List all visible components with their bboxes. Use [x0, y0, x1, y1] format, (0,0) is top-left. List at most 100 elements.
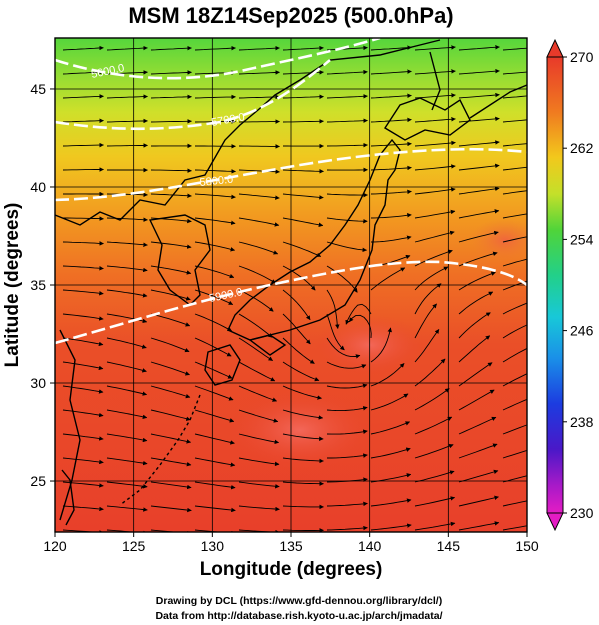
- streamline: [194, 217, 236, 225]
- streamline: [194, 265, 235, 279]
- streamline: [370, 523, 412, 531]
- coast-honshu: [227, 138, 401, 341]
- wind-streamlines: [62, 45, 527, 532]
- streamline: [282, 193, 324, 200]
- streamline: [414, 443, 454, 459]
- warm-core-south: [225, 390, 375, 470]
- streamline: [106, 361, 147, 373]
- streamline: [238, 70, 280, 75]
- streamline: [150, 217, 192, 224]
- streamline: [194, 289, 234, 306]
- streamline: [414, 249, 453, 267]
- streamline: [282, 313, 311, 345]
- streamline: [106, 457, 148, 466]
- streamline: [150, 289, 191, 301]
- streamline: [238, 313, 273, 338]
- streamline: [458, 521, 500, 531]
- streamline: [150, 313, 191, 327]
- streamline: [150, 241, 192, 249]
- streamline: [370, 473, 412, 483]
- y-tick-label: 30: [30, 375, 46, 391]
- streamline: [238, 193, 280, 200]
- streamline: [370, 69, 412, 75]
- contour-5600: [55, 38, 381, 80]
- x-tick-label: 135: [279, 538, 303, 554]
- height-contours: 5600.0 5700.0 5800.0 5900.0: [55, 38, 527, 345]
- streamline: [326, 241, 368, 253]
- streamline: [282, 385, 322, 400]
- contour-5700: [55, 59, 331, 131]
- streamline: [414, 358, 446, 387]
- streamline: [502, 500, 527, 507]
- streamline: [458, 362, 493, 387]
- coast-kuril: [469, 84, 527, 119]
- streamline: [414, 230, 455, 243]
- streamline: [502, 449, 527, 459]
- y-axis-label: Latitude (degrees): [2, 203, 23, 368]
- streamline: [150, 385, 191, 399]
- streamline: [106, 45, 148, 51]
- streamline: [238, 433, 280, 445]
- coastlines: [55, 39, 527, 526]
- streamline: [326, 289, 340, 329]
- streamline: [326, 45, 368, 51]
- streamline: [502, 324, 527, 339]
- streamline: [502, 236, 527, 243]
- streamline: [502, 525, 527, 531]
- streamline: [370, 235, 412, 243]
- streamline: [150, 119, 192, 124]
- streamline: [370, 447, 411, 459]
- streamline: [106, 118, 148, 124]
- streamline: [414, 209, 456, 219]
- streamline: [150, 265, 192, 275]
- streamline: [370, 327, 392, 363]
- x-tick-label: 140: [358, 538, 382, 554]
- streamline: [106, 143, 148, 148]
- y-tick-label: 40: [30, 179, 46, 195]
- streamline: [458, 209, 500, 219]
- streamline: [370, 93, 412, 99]
- streamline: [150, 505, 192, 513]
- streamline: [150, 361, 190, 376]
- streamline: [370, 165, 412, 171]
- streamline: [458, 443, 498, 459]
- x-tick-label: 150: [515, 538, 539, 554]
- x-tick-label: 125: [122, 538, 146, 554]
- streamline: [414, 303, 437, 339]
- streamline: [326, 525, 368, 531]
- contour-label-5800: 5800.0: [199, 174, 234, 189]
- figure-title: MSM 18Z14Sep2025 (500.0hPa): [128, 3, 453, 28]
- streamline: [458, 389, 495, 411]
- y-tick-label: 45: [30, 81, 46, 97]
- streamline: [414, 140, 456, 147]
- streamline: [62, 94, 104, 99]
- streamline: [106, 192, 148, 198]
- streamline: [502, 71, 527, 75]
- streamline: [238, 457, 280, 467]
- colorbar: 270 262 254 246 238 230: [546, 38, 594, 532]
- streamline: [502, 347, 527, 363]
- streamline: [150, 94, 192, 100]
- streamline: [370, 363, 405, 387]
- streamline: [458, 469, 499, 483]
- streamline: [326, 192, 368, 198]
- streamline: [238, 94, 280, 100]
- streamline: [238, 481, 280, 489]
- streamline: [62, 409, 104, 418]
- streamline: [62, 457, 104, 465]
- streamline: [106, 313, 148, 324]
- coast-shikoku: [248, 334, 287, 356]
- streamline: [326, 406, 368, 412]
- x-axis-label: Longitude (degrees): [200, 559, 383, 580]
- streamline: [282, 45, 324, 51]
- x-tick-label: 120: [43, 538, 67, 554]
- streamline: [238, 385, 278, 402]
- streamline: [348, 314, 372, 339]
- streamline: [370, 267, 406, 291]
- streamline: [502, 424, 527, 435]
- streamline: [458, 271, 496, 291]
- streamline: [62, 69, 104, 75]
- coast-korea: [148, 214, 211, 306]
- y-tick-label: 35: [30, 277, 46, 293]
- streamline: [150, 45, 192, 51]
